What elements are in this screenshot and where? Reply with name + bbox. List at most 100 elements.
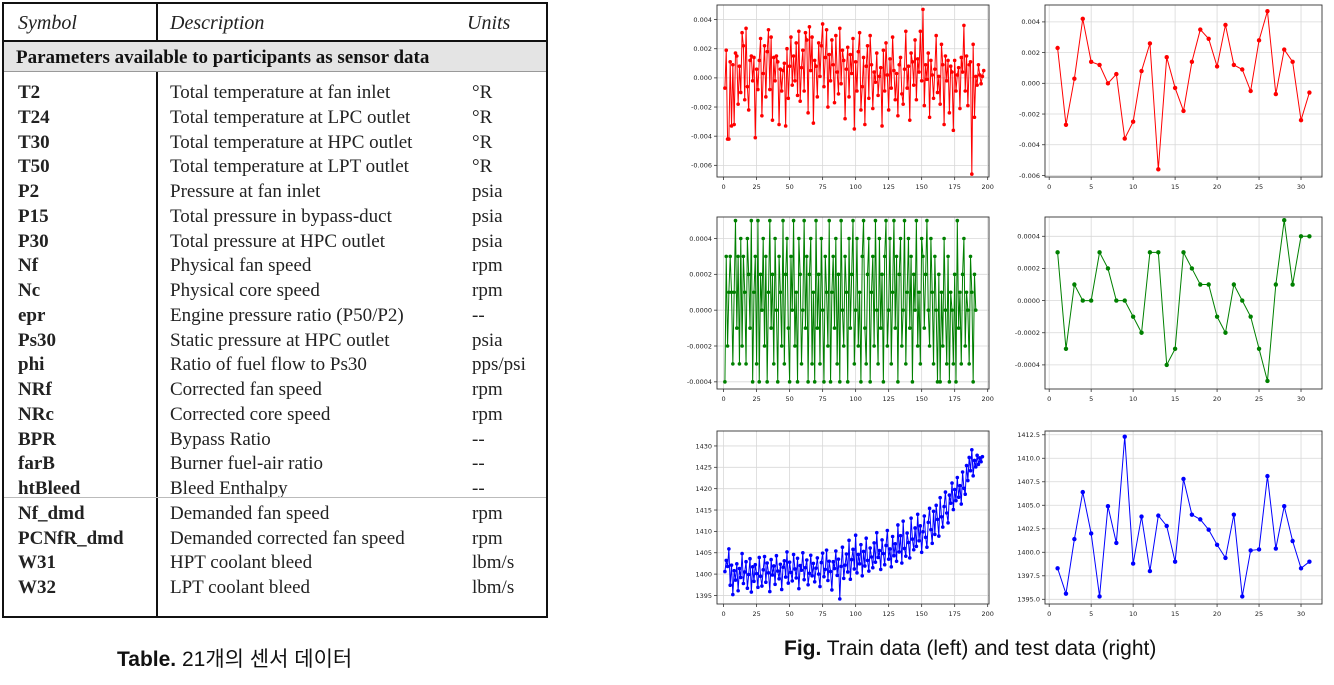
data-point xyxy=(919,550,924,555)
data-point xyxy=(942,236,946,241)
data-point xyxy=(1147,41,1153,46)
data-point xyxy=(750,380,755,384)
data-point xyxy=(873,218,878,223)
table-row: phi Ratio of fuel flow to Ps30 pps/psi xyxy=(4,354,546,378)
table-row: Nf Physical fan speed rpm xyxy=(4,255,546,279)
data-point xyxy=(1105,81,1111,86)
row-description: Physical core speed xyxy=(170,280,320,301)
chart-2: 0 5 10 15 20 25 30 -0.006 -0.004 -0.002 0.000 0.002… xyxy=(1019,4,1323,191)
row-symbol: phi xyxy=(18,354,45,376)
y-tick-label: 0.0000 xyxy=(1017,297,1040,305)
data-point xyxy=(827,52,832,57)
data-point xyxy=(760,308,764,312)
data-point xyxy=(843,563,847,567)
data-point xyxy=(1189,59,1195,65)
data-point xyxy=(816,572,821,576)
y-tick-label: 0.0004 xyxy=(1017,233,1040,241)
series-line xyxy=(724,9,985,175)
data-point xyxy=(740,344,744,348)
data-point xyxy=(849,272,854,277)
data-point xyxy=(831,559,835,564)
data-point xyxy=(748,326,752,330)
data-point xyxy=(1290,59,1295,65)
data-point xyxy=(725,137,730,141)
data-point xyxy=(804,254,809,259)
data-point xyxy=(1206,36,1211,41)
data-point xyxy=(888,57,892,61)
data-point xyxy=(897,272,902,277)
data-point xyxy=(831,62,835,67)
data-point xyxy=(950,308,954,312)
y-tick-label: 1400.0 xyxy=(1017,549,1040,557)
data-point xyxy=(1088,298,1094,303)
data-point xyxy=(896,523,900,527)
data-point xyxy=(735,326,739,330)
data-point xyxy=(758,272,763,277)
data-point xyxy=(807,272,812,277)
data-point xyxy=(798,563,802,568)
data-point xyxy=(867,569,871,573)
x-tick-label: 25 xyxy=(752,395,760,403)
data-point xyxy=(803,30,808,35)
table-row: farB Burner fuel-air ratio -- xyxy=(4,453,546,477)
data-point xyxy=(839,564,843,569)
data-point xyxy=(938,102,942,106)
data-point xyxy=(1248,548,1253,553)
row-units: psia xyxy=(472,329,503,351)
table-row: T2 Total temperature at fan inlet °R xyxy=(4,82,546,106)
data-point xyxy=(981,68,986,73)
data-point xyxy=(963,344,968,348)
data-point xyxy=(1214,64,1220,69)
data-point xyxy=(773,236,777,241)
row-symbol: farB xyxy=(18,453,55,475)
data-point xyxy=(892,68,896,73)
data-point xyxy=(741,581,746,586)
data-point xyxy=(823,567,828,572)
data-point xyxy=(1063,346,1069,352)
x-tick-label: 75 xyxy=(818,610,826,618)
data-point xyxy=(1231,512,1237,517)
data-point xyxy=(838,380,842,384)
row-units: °R xyxy=(472,156,493,178)
data-point xyxy=(863,564,867,568)
data-point xyxy=(915,57,920,61)
data-point xyxy=(869,290,874,295)
data-point xyxy=(777,254,781,259)
data-point xyxy=(754,571,759,576)
data-point xyxy=(1063,591,1069,596)
data-point xyxy=(820,22,825,26)
y-tick-label: 1405.0 xyxy=(1017,502,1040,510)
data-point xyxy=(864,64,868,69)
data-point xyxy=(1164,55,1169,60)
data-point xyxy=(943,54,948,58)
data-point xyxy=(1214,314,1220,319)
data-point xyxy=(976,62,981,67)
table-row: PCNfR_dmd Demanded corrected fan speed rpm xyxy=(4,528,546,552)
data-point xyxy=(935,380,940,384)
x-tick-label: 20 xyxy=(1213,610,1221,618)
data-point xyxy=(1097,62,1102,68)
data-point xyxy=(868,380,872,384)
x-tick-label: 50 xyxy=(785,610,793,618)
data-point xyxy=(863,122,867,127)
data-point xyxy=(888,236,892,241)
data-point xyxy=(737,362,742,366)
header-symbol: Symbol xyxy=(18,12,77,34)
data-point xyxy=(931,509,936,514)
data-point xyxy=(764,95,768,99)
data-point xyxy=(748,556,752,561)
y-tick-label: -0.0004 xyxy=(1015,361,1040,369)
data-point xyxy=(828,569,833,574)
data-point xyxy=(956,495,961,500)
data-point xyxy=(1055,45,1060,51)
data-point xyxy=(1172,346,1178,352)
data-point xyxy=(927,506,932,511)
data-point xyxy=(823,254,828,259)
x-tick-label: 30 xyxy=(1297,183,1305,191)
data-point xyxy=(847,95,851,99)
row-description: Burner fuel-air ratio xyxy=(170,453,323,475)
data-point xyxy=(942,504,946,509)
data-point xyxy=(918,29,923,34)
data-point xyxy=(828,79,833,83)
data-point xyxy=(774,308,779,312)
